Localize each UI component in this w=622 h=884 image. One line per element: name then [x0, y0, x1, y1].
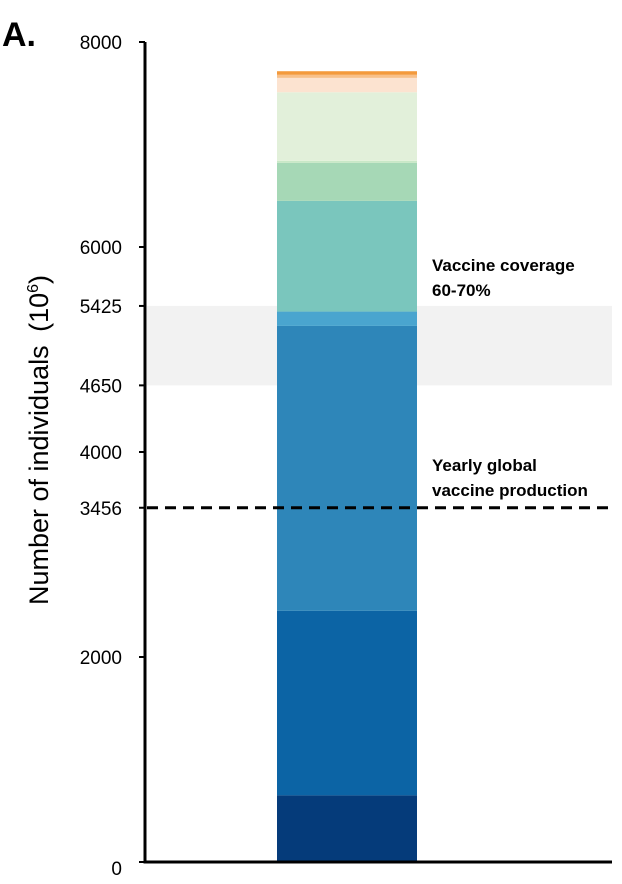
bar-segment-10 — [277, 74, 417, 78]
bar-segment-11 — [277, 71, 417, 75]
y-tick-label: 5425 — [80, 297, 122, 318]
y-tick-label: 4650 — [80, 376, 122, 397]
band-label-line2: 60-70% — [432, 281, 491, 300]
y-tick-label: 6000 — [80, 238, 122, 259]
bar-segment-5 — [277, 200, 417, 312]
bar-segment-4 — [277, 311, 417, 326]
reference-label-line1: Yearly global — [432, 456, 537, 475]
bar-segment-3 — [277, 325, 417, 611]
bar-segment-6 — [277, 162, 417, 201]
bar-segment-1 — [277, 795, 417, 862]
bar-segment-8 — [277, 92, 417, 161]
y-axis-title: Number of individuals (106) — [24, 275, 54, 605]
bar-segment-9 — [277, 77, 417, 93]
band-label-line1: Vaccine coverage — [432, 256, 575, 275]
reference-label-line2: vaccine production — [432, 481, 588, 500]
y-tick-label: 0 — [111, 859, 122, 880]
bar-segment-7 — [277, 160, 417, 163]
y-tick-label: 8000 — [80, 33, 122, 54]
y-tick-label: 2000 — [80, 648, 122, 669]
panel-label: A. — [2, 16, 36, 54]
y-tick-label: 3456 — [80, 499, 122, 520]
y-tick-label: 4000 — [80, 443, 122, 464]
bar-segment-2 — [277, 610, 417, 796]
y-axis-ticks: 0 2000 3456 4000 4650 5425 6000 8000 — [80, 33, 145, 880]
stacked-bar — [277, 71, 417, 862]
